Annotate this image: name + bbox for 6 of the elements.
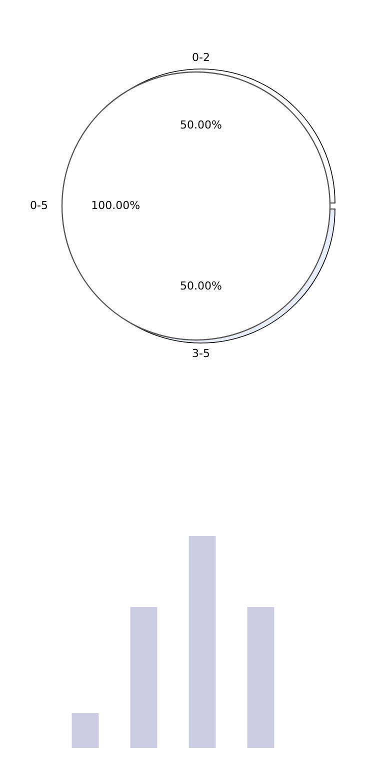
slice-label: 0-5 <box>30 199 48 212</box>
slice-label: 3-5 <box>192 347 210 360</box>
data-label: 50.00% <box>180 279 222 292</box>
data-label: 100.00% <box>91 199 140 212</box>
slice-label: 0-2 <box>192 51 210 64</box>
data-label: 50.00% <box>180 118 222 132</box>
